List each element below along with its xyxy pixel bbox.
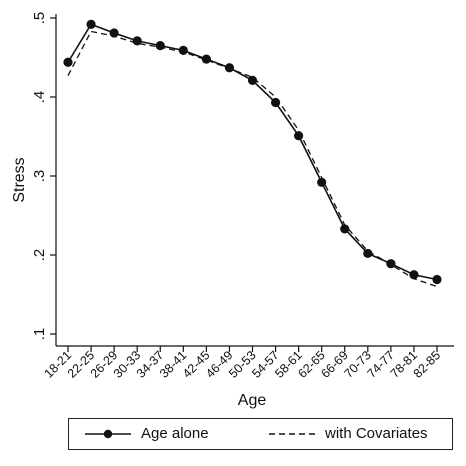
data-point-age-alone [294, 131, 304, 141]
legend-swatch-solid [85, 429, 131, 439]
data-point-age-alone [132, 36, 142, 46]
data-point-age-alone [63, 57, 73, 67]
y-axis-title: Stress [11, 157, 28, 202]
y-tick-label: .5 [31, 12, 48, 25]
data-point-age-alone [409, 270, 419, 280]
data-point-age-alone [386, 259, 396, 269]
y-tick-label: .4 [31, 91, 48, 104]
y-tick-label: .1 [31, 328, 48, 341]
y-tick-label: .3 [31, 170, 48, 183]
data-point-age-alone [155, 41, 165, 51]
data-point-age-alone [247, 75, 258, 86]
data-point-age-alone [109, 28, 119, 38]
data-point-age-alone [86, 19, 96, 29]
y-tick-label: .2 [31, 249, 48, 262]
legend-label-with-covariates: with Covariates [325, 425, 428, 442]
legend-label-age-alone: Age alone [141, 425, 209, 442]
legend-swatch-dashed [269, 433, 315, 435]
data-point-age-alone [340, 224, 350, 234]
legend: Age alone with Covariates [68, 418, 453, 450]
data-point-age-alone [317, 177, 327, 187]
x-axis-title: Age [238, 392, 267, 409]
data-point-age-alone [432, 274, 442, 285]
data-point-age-alone [201, 54, 211, 64]
data-point-age-alone [178, 45, 188, 55]
data-point-age-alone [270, 97, 281, 108]
data-point-age-alone [224, 63, 235, 73]
data-point-age-alone [363, 248, 373, 259]
